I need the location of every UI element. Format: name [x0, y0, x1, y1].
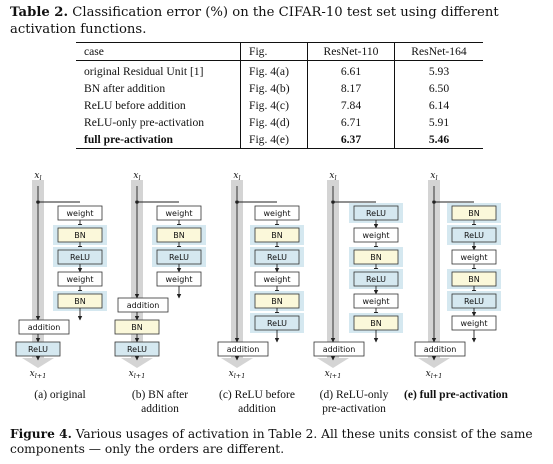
cell-fig: Fig. 4(e)	[240, 131, 308, 149]
cell-resnet164: 5.91	[428, 116, 450, 129]
unit-e-bn-label-3: BN	[468, 275, 479, 284]
unit-a-relu-label-2: ReLU	[70, 253, 90, 262]
unit-a-x-in: xl	[34, 171, 41, 182]
cell-case: original Residual Unit [1]	[76, 60, 241, 80]
unit-c-relu-label-2: ReLU	[267, 253, 287, 262]
unit-b-x-in: xl	[133, 171, 140, 182]
table-row: ReLU-only pre-activation Fig. 4(d) 6.71 …	[76, 114, 483, 131]
unit-a-bn-label-4: BN	[74, 297, 85, 306]
unit-d-bn-label-2: BN	[370, 253, 381, 262]
unit-d-weight-label-4: weight	[363, 297, 390, 306]
subfigure-caption-d-0: (d) ReLU-only	[320, 389, 389, 401]
table-row: ReLU before addition Fig. 4(c) 7.84 6.14	[76, 97, 483, 114]
cell-resnet110: 6.37	[307, 131, 395, 149]
unit-d-relu-label-0: ReLU	[366, 209, 386, 218]
unit-c-bn-label-1: BN	[271, 231, 282, 240]
cell-resnet164: 6.50	[428, 82, 450, 95]
unit-e-weight-label-2: weight	[461, 253, 488, 262]
unit-c-weight-label-3: weight	[264, 275, 291, 284]
subfigure-caption-e-0: (e) full pre-activation	[404, 389, 509, 401]
cell-fig: Fig. 4(a)	[240, 60, 308, 80]
subfigure-caption-b-1: addition	[141, 403, 179, 415]
unit-c-bn-label-4: BN	[271, 297, 282, 306]
col-header-resnet164: ResNet-164	[394, 42, 483, 61]
results-table: case Fig. ResNet-110 ResNet-164 original…	[76, 42, 483, 149]
unit-e-weight-label-5: weight	[461, 319, 488, 328]
cell-case: full pre-activation	[76, 131, 241, 149]
table-caption-text: Classification error (%) on the CIFAR-10…	[10, 5, 499, 37]
cell-resnet164: 5.93	[428, 65, 450, 78]
cell-resnet110: 6.71	[307, 114, 395, 131]
unit-b-weight-label-3: weight	[166, 275, 193, 284]
unit-e-x-out: xl+1	[426, 369, 443, 380]
cell-case: BN after addition	[76, 80, 241, 97]
unit-c-addition-label: addition	[227, 345, 260, 354]
cell-case: ReLU before addition	[76, 97, 241, 114]
unit-d-relu-label-3: ReLU	[366, 275, 386, 284]
table-caption: Table 2. Classification error (%) on the…	[10, 4, 545, 38]
table-row: BN after addition Fig. 4(b) 8.17 6.50	[76, 80, 483, 97]
unit-e-bn-label-0: BN	[468, 209, 479, 218]
cell-fig: Fig. 4(b)	[240, 80, 308, 97]
col-header-fig: Fig.	[240, 42, 308, 61]
unit-d-addition-label: addition	[323, 345, 356, 354]
unit-c-x-in: xl	[233, 171, 240, 182]
unit-d-x-in: xl	[329, 171, 336, 182]
unit-b-weight-label-0: weight	[166, 209, 193, 218]
table-row: original Residual Unit [1] Fig. 4(a) 6.6…	[76, 60, 483, 80]
unit-b-post-bn-label: BN	[131, 323, 142, 332]
unit-a-x-out: xl+1	[30, 369, 47, 380]
cell-resnet164: 5.46	[394, 131, 483, 149]
unit-d-bn-label-5: BN	[370, 319, 381, 328]
unit-c-weight-label-0: weight	[264, 209, 291, 218]
unit-e-addition	[414, 341, 466, 357]
cell-resnet110: 6.61	[307, 60, 395, 80]
cell-resnet110: 7.84	[307, 97, 395, 114]
unit-e-x-in: xl	[430, 171, 437, 182]
unit-b-addition	[117, 297, 169, 313]
unit-b-post-relu-label: ReLU	[127, 345, 147, 354]
cell-resnet110: 8.17	[307, 80, 395, 97]
unit-c-x-out: xl+1	[229, 369, 246, 380]
unit-a-bn-label-1: BN	[74, 231, 85, 240]
unit-e-relu-label-1: ReLU	[464, 231, 484, 240]
cell-fig: Fig. 4(d)	[240, 114, 308, 131]
cell-case: ReLU-only pre-activation	[76, 114, 241, 131]
unit-d-weight-label-1: weight	[363, 231, 390, 240]
unit-b-relu-label-2: ReLU	[169, 253, 189, 262]
unit-a-weight-label-3: weight	[67, 275, 94, 284]
subfigure-caption-b-0: (b) BN after	[132, 389, 188, 401]
unit-d-addition	[313, 341, 365, 357]
unit-a-addition	[18, 319, 70, 335]
unit-d-x-out: xl+1	[325, 369, 342, 380]
unit-b-x-out: xl+1	[129, 369, 146, 380]
figure-caption: Figure 4. Various usages of activation i…	[10, 427, 545, 457]
figure-caption-text: Various usages of activation in Table 2.…	[10, 427, 533, 456]
unit-a-post-relu-label: ReLU	[28, 345, 48, 354]
unit-c-relu-label-5: ReLU	[267, 319, 287, 328]
figure-caption-label: Figure 4.	[10, 427, 72, 441]
unit-e-addition-label: addition	[424, 345, 457, 354]
cell-fig: Fig. 4(c)	[240, 97, 308, 114]
subfigure-caption-a-0: (a) original	[34, 389, 85, 401]
col-header-resnet110: ResNet-110	[307, 42, 395, 61]
cell-resnet164: 6.14	[428, 99, 450, 112]
residual-units-diagram: xl weight BN ReLU weight BN addition ReLU xl+1 xl…	[15, 171, 509, 415]
col-header-case: case	[76, 42, 241, 61]
subfigure-caption-c-1: addition	[238, 403, 276, 415]
unit-e-relu-label-4: ReLU	[464, 297, 484, 306]
subfigure-caption-d-1: pre-activation	[322, 403, 386, 415]
table-caption-label: Table 2.	[10, 5, 69, 20]
unit-b-bn-label-1: BN	[173, 231, 184, 240]
subfigure-caption-c-0: (c) ReLU before	[219, 389, 295, 401]
table-row: full pre-activation Fig. 4(e) 6.37 5.46	[76, 131, 483, 149]
unit-a-weight-label-0: weight	[67, 209, 94, 218]
table-header-row: case Fig. ResNet-110 ResNet-164	[76, 42, 483, 61]
unit-a-addition-label: addition	[28, 323, 61, 332]
unit-b-addition-label: addition	[127, 301, 160, 310]
unit-c-addition	[217, 341, 269, 357]
